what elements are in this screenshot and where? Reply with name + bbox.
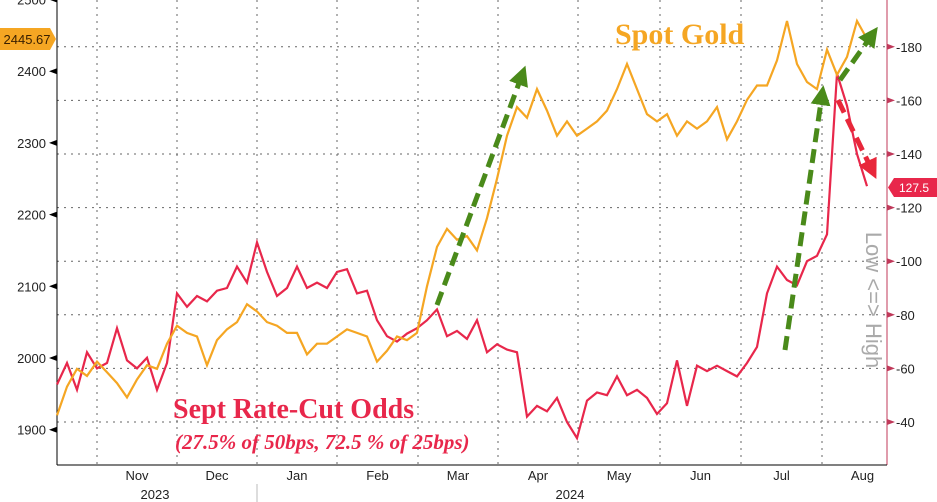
right-tick-label: -60: [896, 361, 915, 376]
right-tick-label: -160: [896, 93, 922, 108]
right-tick-label: -80: [896, 308, 915, 323]
left-tick-mark: [49, 426, 57, 433]
x-tick-label: Jun: [690, 468, 711, 483]
x-tick-label: Jan: [287, 468, 308, 483]
grid: [57, 0, 887, 465]
right-tick-label: -140: [896, 147, 922, 162]
series-line-spot-gold: [55, 18, 868, 416]
green-arrow-3: [837, 26, 878, 82]
right-tick-mark: [887, 97, 895, 104]
odds-last-value-tag: 127.5: [888, 178, 937, 197]
right-tick-label: -40: [896, 415, 915, 430]
left-tick-label: 2100: [17, 279, 46, 294]
series-line-rate-cut-odds: [56, 73, 869, 441]
left-tick-label: 2200: [17, 208, 46, 223]
left-tick-label: 1900: [17, 423, 46, 438]
left-tick-mark: [49, 283, 57, 290]
label-rate-cut-subtitle: (27.5% of 50bps, 72.5 % of 25bps): [175, 430, 470, 454]
right-tick-mark: [887, 151, 895, 157]
left-tick-label: 2400: [17, 64, 46, 79]
x-tick-label: May: [607, 468, 632, 483]
annotation-arrows: [434, 26, 878, 351]
x-tick-label: Apr: [528, 468, 549, 483]
left-tick-mark: [49, 139, 57, 146]
left-tick-label: 2500: [17, 0, 46, 8]
year-label-2023: 2023: [141, 487, 170, 502]
right-tick-label: -100: [896, 254, 922, 269]
x-tick-label: Dec: [205, 468, 229, 483]
x-tick-label: Nov: [125, 468, 149, 483]
label-spot-gold: Spot Gold: [615, 18, 745, 51]
red-arrow: [835, 98, 877, 179]
label-rate-cut-odds: Sept Rate-Cut Odds: [173, 394, 414, 425]
right-tick-mark: [887, 258, 895, 265]
left-tick-mark: [50, 0, 57, 3]
svg-text:2445.67: 2445.67: [4, 32, 51, 47]
gold-last-value-tag: 2445.67: [0, 28, 56, 50]
right-tick-mark: [887, 365, 895, 372]
right-tick-mark: [887, 43, 895, 50]
left-tick-mark: [49, 68, 57, 75]
right-tick-mark: [887, 419, 895, 425]
left-tick-mark: [49, 211, 57, 218]
svg-text:127.5: 127.5: [899, 181, 929, 195]
green-arrow-2: [782, 85, 831, 351]
x-tick-label: Mar: [447, 468, 470, 483]
x-tick-label: Jul: [773, 468, 790, 483]
year-label-2024: 2024: [556, 487, 585, 502]
x-tick-label: Aug: [851, 468, 874, 483]
left-tick-mark: [49, 355, 57, 361]
green-arrow-1: [434, 65, 528, 306]
right-tick-mark: [887, 311, 895, 318]
right-tick-label: -120: [896, 201, 922, 216]
left-tick-label: 2000: [17, 351, 46, 366]
left-tick-label: 2300: [17, 136, 46, 151]
right-tick-mark: [887, 204, 895, 211]
x-tick-label: Feb: [366, 468, 388, 483]
right-axis-label: Low <=> High: [861, 232, 886, 368]
right-tick-label: -180: [896, 40, 922, 55]
